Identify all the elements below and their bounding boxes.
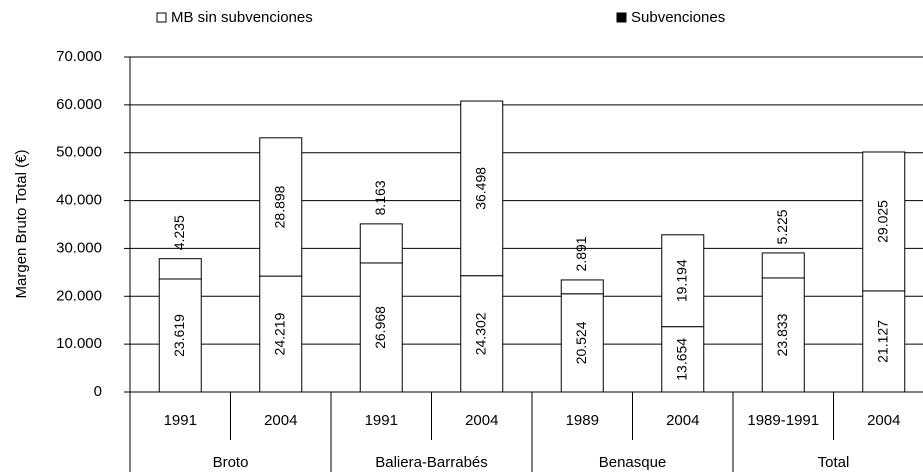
value-label: 28.898: [271, 185, 287, 228]
x-tick-label: 2004: [666, 412, 699, 429]
y-tick-label: 70.000: [56, 48, 102, 65]
value-label: 21.127: [874, 320, 890, 363]
y-axis-label: Margen Bruto Total (€): [13, 150, 30, 299]
x-tick-label: 2004: [867, 412, 900, 429]
legend-label: MB sin subvenciones: [171, 9, 313, 26]
legend-label: Subvenciones: [631, 9, 725, 26]
x-tick-label: 2004: [264, 412, 297, 429]
bar-segment: [359, 262, 403, 393]
group-label: Total: [818, 454, 850, 471]
y-tick-label: 30.000: [56, 239, 102, 256]
bar-segment: [259, 137, 303, 277]
bar-segment: [560, 279, 604, 295]
x-tick-label: 1991: [365, 412, 398, 429]
x-tick-label: 1991: [164, 412, 197, 429]
bar-segment: [761, 277, 805, 393]
y-tick-label: 50.000: [56, 144, 102, 161]
value-label: 5.225: [774, 209, 790, 244]
bar-segment: [862, 151, 906, 292]
value-label: 19.194: [673, 259, 689, 302]
value-label: 24.219: [271, 312, 287, 355]
x-tick-label: 2004: [465, 412, 498, 429]
bar-segment: [761, 252, 805, 279]
bar-segment: [158, 278, 202, 393]
value-label: 2.891: [573, 236, 589, 271]
legend-swatch: [156, 12, 167, 23]
y-tick-label: 0: [94, 383, 102, 400]
bar-segment: [460, 275, 504, 393]
value-label: 29.025: [874, 200, 890, 243]
bar-segment: [560, 293, 604, 393]
y-tick-label: 40.000: [56, 192, 102, 209]
value-label: 23.833: [774, 313, 790, 356]
group-label: Benasque: [599, 454, 667, 471]
y-tick-label: 60.000: [56, 96, 102, 113]
bar-segment: [661, 234, 705, 328]
value-label: 13.654: [673, 338, 689, 381]
value-label: 4.235: [171, 215, 187, 250]
legend-swatch: [616, 12, 627, 23]
y-tick-label: 10.000: [56, 335, 102, 352]
bar-segment: [359, 223, 403, 264]
value-label: 23.619: [171, 314, 187, 357]
value-label: 36.498: [472, 167, 488, 210]
group-label: Baliera-Barrabés: [375, 454, 488, 471]
bar-segment: [460, 100, 504, 277]
value-label: 8.163: [372, 180, 388, 215]
value-label: 24.302: [472, 312, 488, 355]
x-tick-label: 1989-1991: [747, 412, 819, 429]
y-tick-label: 20.000: [56, 287, 102, 304]
bar-segment: [158, 258, 202, 280]
value-label: 26.968: [372, 306, 388, 349]
value-label: 20.524: [573, 321, 589, 364]
x-tick-label: 1989: [566, 412, 599, 429]
group-label: Broto: [213, 454, 249, 471]
